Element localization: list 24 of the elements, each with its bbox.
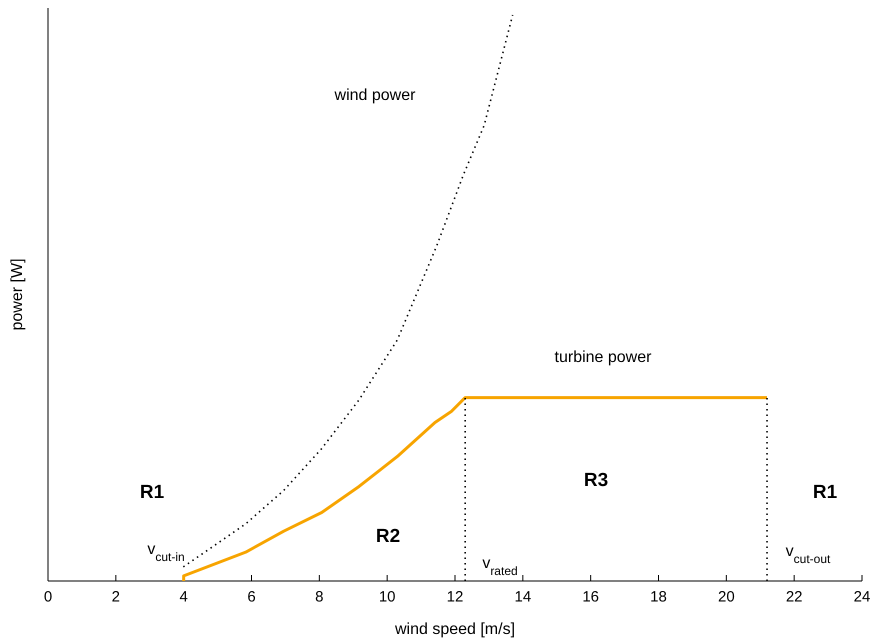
x-tick-label: 14 bbox=[514, 588, 532, 606]
annotation: R1 bbox=[140, 482, 165, 503]
annotation: v$_{rated}$ bbox=[482, 555, 518, 578]
annotation: v$_{cut-out}$ bbox=[786, 543, 832, 566]
x-tick-label: 12 bbox=[446, 588, 464, 606]
x-axis-title: wind speed [m/s] bbox=[394, 621, 516, 638]
x-tick-label: 16 bbox=[582, 588, 600, 606]
y-axis-title: power [W] bbox=[9, 258, 26, 331]
x-tick-label: 22 bbox=[786, 588, 803, 606]
annotation: turbine power bbox=[554, 349, 652, 366]
x-tick-label: 20 bbox=[718, 588, 735, 606]
annotation: wind power bbox=[334, 87, 416, 104]
x-tick-label: 6 bbox=[247, 588, 256, 606]
annotation: R1 bbox=[812, 482, 838, 503]
annotation: R2 bbox=[376, 526, 400, 547]
x-tick-label: 0 bbox=[44, 588, 52, 606]
x-tick-label: 4 bbox=[179, 588, 188, 606]
x-tick-label: 10 bbox=[378, 588, 396, 606]
annotation: R3 bbox=[584, 470, 608, 491]
annotation: v$_{cut-in}$ bbox=[147, 541, 185, 564]
x-tick-label: 2 bbox=[112, 588, 120, 606]
x-tick-label: 18 bbox=[650, 588, 667, 606]
x-tick-label: 24 bbox=[854, 588, 870, 606]
x-tick-label: 8 bbox=[315, 588, 324, 606]
